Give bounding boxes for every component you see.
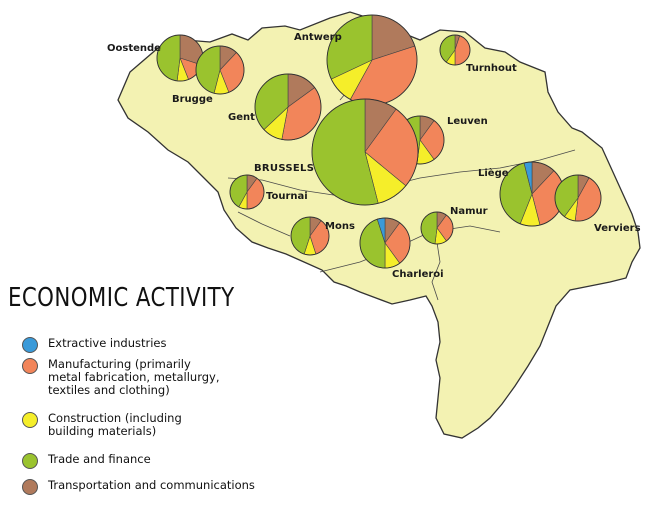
pie-tournai bbox=[229, 174, 265, 210]
legend-line: metal fabrication, metallurgy, bbox=[48, 370, 220, 384]
city-label-oostende: Oostende bbox=[107, 43, 161, 54]
legend-line: Manufacturing (primarily bbox=[48, 357, 191, 371]
pie-layer bbox=[156, 14, 602, 269]
city-label-liege: Liège bbox=[478, 167, 509, 179]
pie-brussels bbox=[311, 98, 419, 206]
legend-item-extractive: Extractive industries bbox=[22, 337, 166, 353]
pie-outline-turnhout bbox=[439, 34, 471, 66]
city-label-leuven: Leuven bbox=[447, 116, 488, 127]
pie-outline-tournai bbox=[229, 174, 265, 210]
label-layer: Oostende Brugge Antwerp Turnhout Gent Leuven B… bbox=[107, 32, 641, 280]
city-label-tournai: Tournai bbox=[266, 191, 308, 202]
pie-outline-verviers bbox=[554, 174, 602, 222]
city-label-gent: Gent bbox=[228, 112, 255, 123]
legend-swatch-trade bbox=[22, 453, 38, 469]
province-border-east bbox=[431, 235, 441, 301]
province-border-south bbox=[319, 225, 501, 273]
pie-outline-gent bbox=[254, 73, 322, 141]
legend-label-manufacturing: Manufacturing (primarily metal fabricatio… bbox=[48, 358, 220, 397]
pie-outline-brugge bbox=[195, 45, 245, 95]
province-border-west bbox=[237, 211, 291, 237]
legend-line: Construction (including bbox=[48, 411, 182, 425]
pie-outline-mons bbox=[290, 216, 330, 256]
city-label-brugge: Brugge bbox=[172, 94, 213, 105]
legend-item-trade: Trade and finance bbox=[22, 453, 151, 469]
legend-label-transport: Transportation and communications bbox=[48, 479, 255, 492]
pie-turnhout bbox=[439, 34, 471, 66]
legend-line: Extractive industries bbox=[48, 336, 167, 350]
pie-mons bbox=[290, 216, 330, 256]
legend-swatch-transport bbox=[22, 479, 38, 495]
city-label-verviers: Verviers bbox=[594, 223, 641, 234]
legend-title: ECONOMIC ACTIVITY bbox=[8, 283, 235, 313]
legend-label-extractive: Extractive industries bbox=[48, 337, 166, 350]
pie-antwerp bbox=[326, 14, 418, 106]
legend-item-manufacturing: Manufacturing (primarily metal fabricatio… bbox=[22, 358, 220, 397]
legend-item-transport: Transportation and communications bbox=[22, 479, 255, 495]
pie-gent bbox=[254, 73, 322, 141]
city-label-brussels: BRUSSELS bbox=[254, 163, 314, 174]
pie-charleroi bbox=[359, 217, 411, 269]
legend-item-construction: Construction (including building material… bbox=[22, 412, 182, 438]
legend-swatch-extractive bbox=[22, 337, 38, 353]
pie-outline-charleroi bbox=[359, 217, 411, 269]
legend-line: textiles and clothing) bbox=[48, 383, 170, 397]
legend-label-trade: Trade and finance bbox=[48, 453, 151, 466]
pie-brugge bbox=[195, 45, 245, 95]
pie-outline-namur bbox=[420, 211, 454, 245]
legend-line: Trade and finance bbox=[48, 452, 151, 466]
city-label-mons: Mons bbox=[325, 221, 355, 232]
legend-label-construction: Construction (including building material… bbox=[48, 412, 182, 438]
city-label-charleroi: Charleroi bbox=[392, 269, 444, 280]
pie-outline-brussels bbox=[311, 98, 419, 206]
city-label-turnhout: Turnhout bbox=[466, 63, 517, 74]
pie-namur bbox=[420, 211, 454, 245]
city-label-antwerp: Antwerp bbox=[294, 32, 342, 43]
legend-line: Transportation and communications bbox=[48, 478, 255, 492]
legend-swatch-construction bbox=[22, 412, 38, 428]
pie-liege bbox=[499, 161, 565, 227]
city-label-namur: Namur bbox=[450, 206, 488, 217]
legend-line: building materials) bbox=[48, 424, 157, 438]
legend-swatch-manufacturing bbox=[22, 358, 38, 374]
pie-verviers bbox=[554, 174, 602, 222]
